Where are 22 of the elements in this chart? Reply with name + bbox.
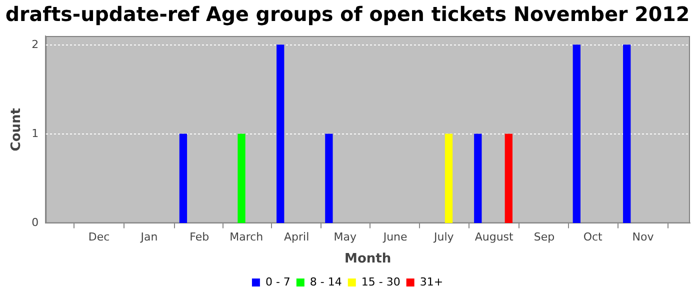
x-tick-label: May [334, 230, 357, 244]
x-tick-label: June [382, 230, 408, 244]
x-tick-label: Feb [190, 230, 210, 244]
legend-label: 31+ [420, 275, 444, 288]
y-tick-label: 0 [32, 216, 39, 230]
x-axis-title: Month [344, 252, 392, 267]
y-tick-label: 1 [32, 126, 39, 140]
x-tick-label: Jan [140, 230, 158, 244]
x-tick-label: April [284, 230, 310, 244]
x-tick-label: Sep [534, 230, 555, 244]
x-tick-label: Dec [88, 230, 110, 244]
legend-label: 0 - 7 [265, 275, 290, 288]
x-tick-label: Oct [583, 230, 604, 244]
legend-label: 8 - 14 [310, 275, 342, 288]
x-tick-label: Nov [632, 230, 654, 244]
x-tick-label: August [474, 230, 514, 244]
legend-label: 15 - 30 [361, 275, 400, 288]
chart-title: drafts-update-ref Age groups of open tickets November 2012 [5, 3, 690, 26]
y-tick-label: 2 [32, 38, 39, 51]
x-tick-label: March [230, 230, 264, 244]
x-tick-label: July [433, 230, 454, 244]
y-axis-title: Count [9, 108, 24, 152]
